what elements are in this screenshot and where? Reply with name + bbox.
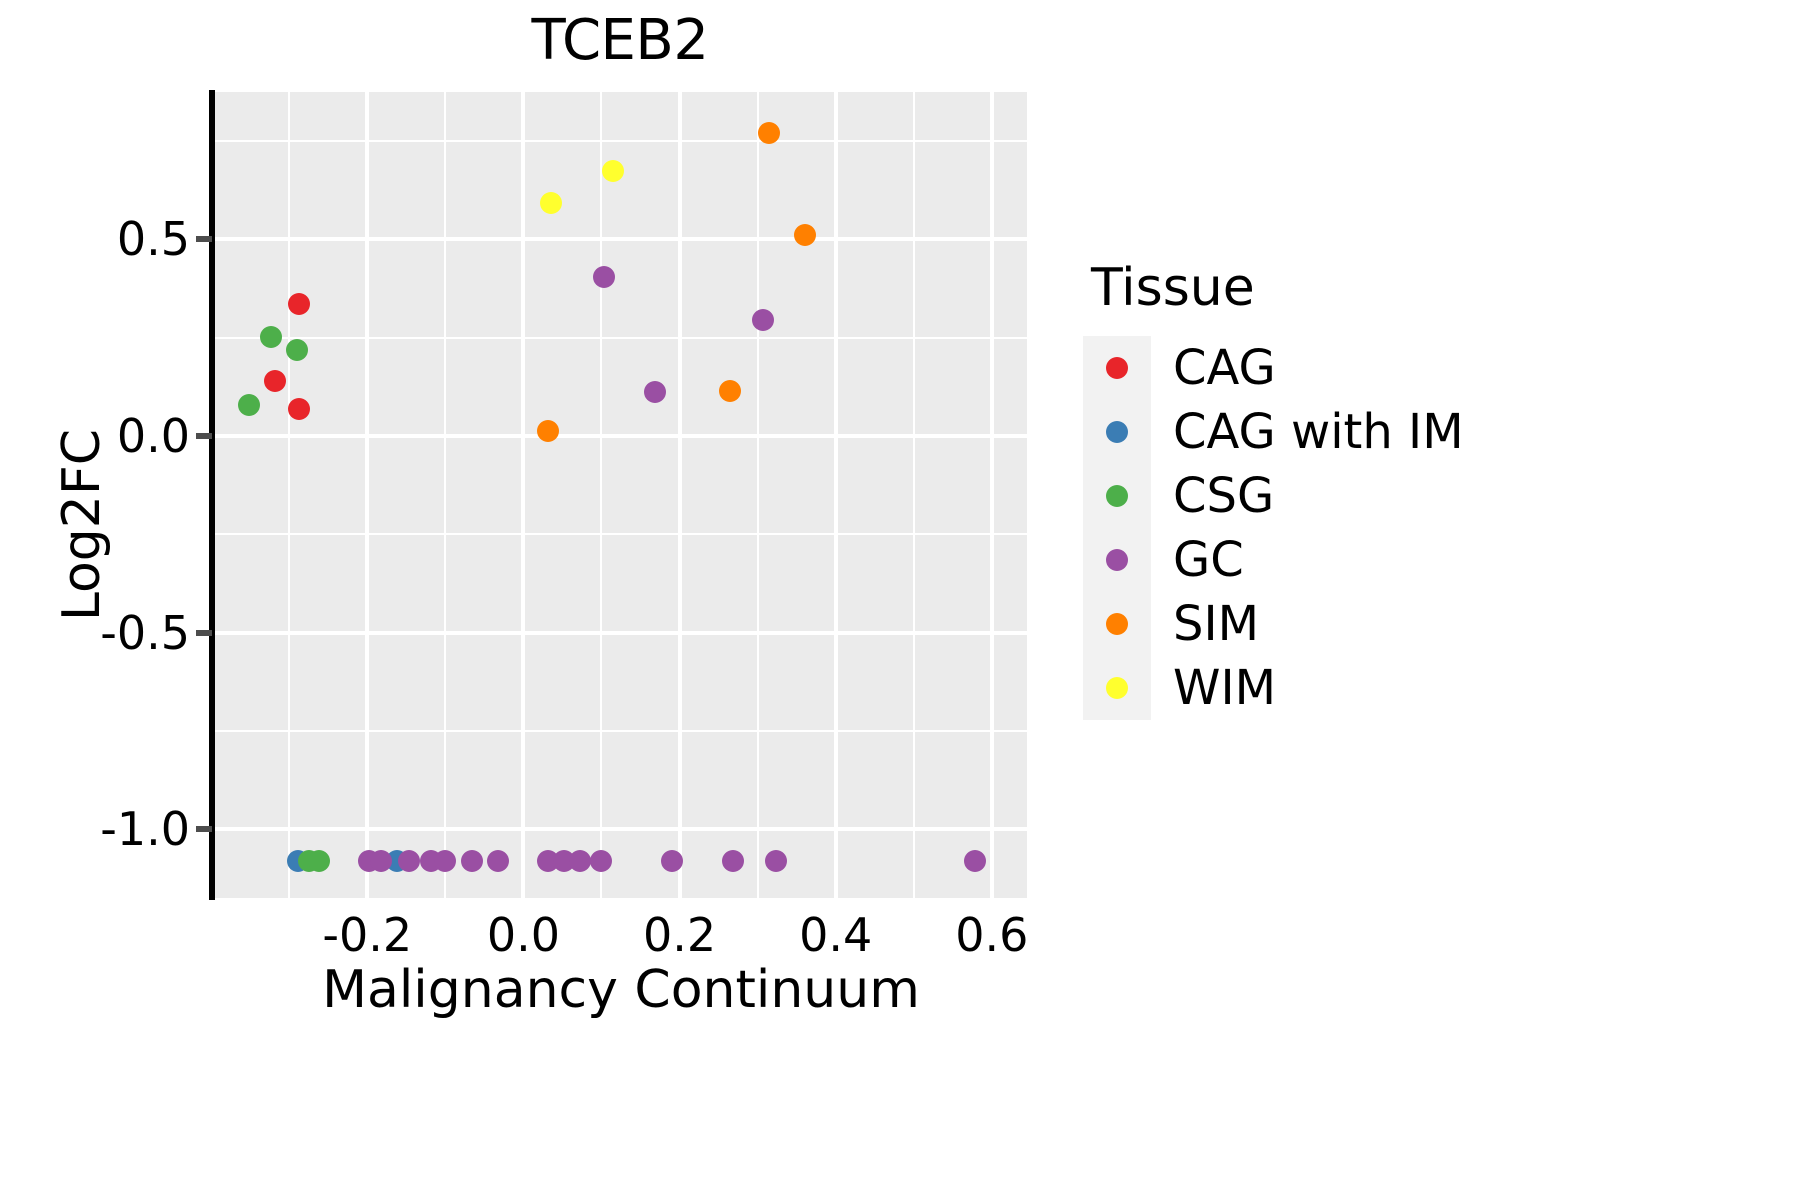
data-point-gc <box>486 849 509 872</box>
legend-item-label: GC <box>1173 532 1244 588</box>
gridline-horizontal-minor <box>215 336 1027 339</box>
data-point-sim <box>757 122 780 145</box>
x-tick-label: 0.0 <box>486 908 560 962</box>
gridline-horizontal-major <box>215 237 1027 242</box>
data-point-wim <box>539 192 562 215</box>
y-tick-mark <box>196 826 212 833</box>
gridline-horizontal-minor <box>215 140 1027 143</box>
page-title: TCEB2 <box>531 8 709 73</box>
data-point-gc <box>765 849 788 872</box>
x-tick-label: 0.6 <box>955 908 1029 962</box>
gridline-vertical-major <box>521 92 526 898</box>
y-tick-mark <box>196 433 212 440</box>
legend-dot-icon <box>1106 677 1128 699</box>
gridline-horizontal-major <box>215 630 1027 635</box>
data-point-csg <box>285 339 308 362</box>
data-point-sim <box>537 419 560 442</box>
data-point-gc <box>752 309 775 332</box>
legend-item-label: CAG with IM <box>1173 404 1464 460</box>
legend-title: Tissue <box>1091 258 1255 318</box>
legend-key <box>1083 485 1151 507</box>
gridline-vertical-major <box>365 92 370 898</box>
data-point-csg <box>260 325 283 348</box>
gridline-vertical-minor <box>756 92 759 898</box>
gridline-horizontal-major <box>215 434 1027 439</box>
data-point-gc <box>643 380 666 403</box>
data-point-gc <box>370 849 393 872</box>
data-point-gc <box>536 849 559 872</box>
data-point-gc <box>460 849 483 872</box>
data-point-gc <box>963 849 986 872</box>
data-point-cag <box>287 293 310 316</box>
y-tick-label: 0.5 <box>116 212 190 267</box>
legend-dot-icon <box>1106 549 1128 571</box>
legend-item-label: WIM <box>1173 660 1277 716</box>
data-point-csg <box>307 849 330 872</box>
legend-item-gc[interactable]: GC <box>1083 528 1464 592</box>
legend-dot-icon <box>1106 421 1128 443</box>
legend-key <box>1083 677 1151 699</box>
gridline-vertical-major <box>989 92 994 898</box>
legend-item-cag[interactable]: CAG <box>1083 336 1464 400</box>
y-axis-title: Log2FC <box>52 428 112 622</box>
data-point-gc <box>434 849 457 872</box>
data-point-gc <box>397 849 420 872</box>
y-axis-line <box>209 90 215 900</box>
data-point-gc <box>592 265 615 288</box>
legend-item-sim[interactable]: SIM <box>1083 592 1464 656</box>
data-point-cag <box>264 369 287 392</box>
x-tick-label: 0.2 <box>642 908 717 962</box>
data-point-csg <box>237 393 260 416</box>
x-tick-label: -0.2 <box>322 908 413 962</box>
y-tick-mark <box>196 629 212 636</box>
legend-dot-icon <box>1106 485 1128 507</box>
legend-item-cag-with-im[interactable]: CAG with IM <box>1083 400 1464 464</box>
y-tick-label: -1.0 <box>100 802 190 857</box>
data-point-gc <box>721 849 744 872</box>
data-point-gc <box>568 849 591 872</box>
legend: Tissue CAG CAG with IM CSG GC SIM WIM <box>1083 258 1464 720</box>
legend-key <box>1083 421 1151 443</box>
gridline-horizontal-minor <box>215 533 1027 536</box>
legend-item-csg[interactable]: CSG <box>1083 464 1464 528</box>
gridline-horizontal-major <box>215 827 1027 832</box>
legend-key <box>1083 613 1151 635</box>
legend-item-label: CAG <box>1173 340 1276 396</box>
legend-key <box>1083 357 1151 379</box>
y-tick-mark <box>196 236 212 243</box>
legend-items: CAG CAG with IM CSG GC SIM WIM <box>1083 336 1464 720</box>
y-tick-label: -0.5 <box>100 605 190 660</box>
legend-key <box>1083 549 1151 571</box>
data-point-sim <box>794 223 817 246</box>
data-point-gc <box>660 849 683 872</box>
gridline-vertical-major <box>677 92 682 898</box>
data-point-gc <box>589 849 612 872</box>
legend-dot-icon <box>1106 357 1128 379</box>
gridline-vertical-minor <box>912 92 915 898</box>
plot-panel <box>215 92 1027 898</box>
gridline-vertical-major <box>833 92 838 898</box>
legend-item-wim[interactable]: WIM <box>1083 656 1464 720</box>
x-axis-title: Malignancy Continuum <box>322 960 920 1020</box>
data-point-cag <box>287 397 310 420</box>
legend-dot-icon <box>1106 613 1128 635</box>
gridline-vertical-minor <box>600 92 603 898</box>
data-point-wim <box>602 159 625 182</box>
gridline-vertical-minor <box>444 92 447 898</box>
legend-item-label: CSG <box>1173 468 1275 524</box>
data-point-sim <box>719 379 742 402</box>
x-tick-label: 0.4 <box>799 908 873 962</box>
legend-item-label: SIM <box>1173 596 1260 652</box>
gridline-horizontal-minor <box>215 729 1027 732</box>
y-tick-label: 0.0 <box>116 409 190 464</box>
gridline-vertical-minor <box>288 92 291 898</box>
legend-key-background <box>1083 336 1151 720</box>
